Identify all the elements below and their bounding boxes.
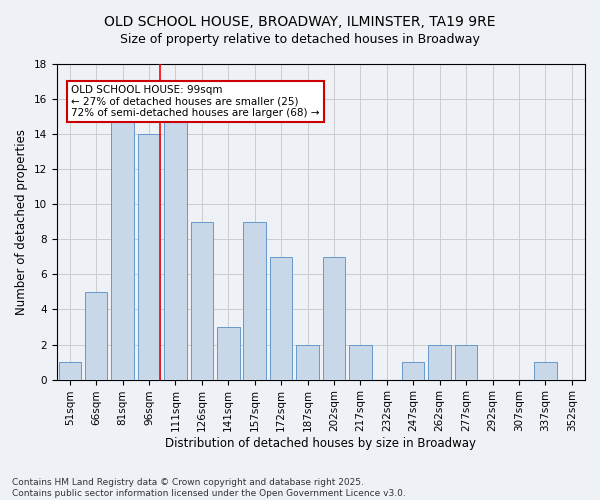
Bar (270, 257, 292, 380)
Bar (85, 292, 107, 380)
Y-axis label: Number of detached properties: Number of detached properties (15, 129, 28, 315)
Bar (296, 344, 319, 380)
Text: Size of property relative to detached houses in Broadway: Size of property relative to detached ho… (120, 32, 480, 46)
Bar (59, 362, 81, 380)
Bar (217, 327, 239, 380)
Bar (138, 134, 160, 380)
Bar (534, 362, 557, 380)
Bar (455, 344, 478, 380)
Text: OLD SCHOOL HOUSE, BROADWAY, ILMINSTER, TA19 9RE: OLD SCHOOL HOUSE, BROADWAY, ILMINSTER, T… (104, 15, 496, 29)
X-axis label: Distribution of detached houses by size in Broadway: Distribution of detached houses by size … (165, 437, 476, 450)
Bar (244, 222, 266, 380)
Bar (402, 362, 424, 380)
Bar (349, 344, 371, 380)
Bar (323, 257, 345, 380)
Text: OLD SCHOOL HOUSE: 99sqm
← 27% of detached houses are smaller (25)
72% of semi-de: OLD SCHOOL HOUSE: 99sqm ← 27% of detache… (71, 85, 320, 118)
Bar (164, 116, 187, 380)
Bar (112, 116, 134, 380)
Text: Contains HM Land Registry data © Crown copyright and database right 2025.
Contai: Contains HM Land Registry data © Crown c… (12, 478, 406, 498)
Bar (191, 222, 213, 380)
Bar (428, 344, 451, 380)
